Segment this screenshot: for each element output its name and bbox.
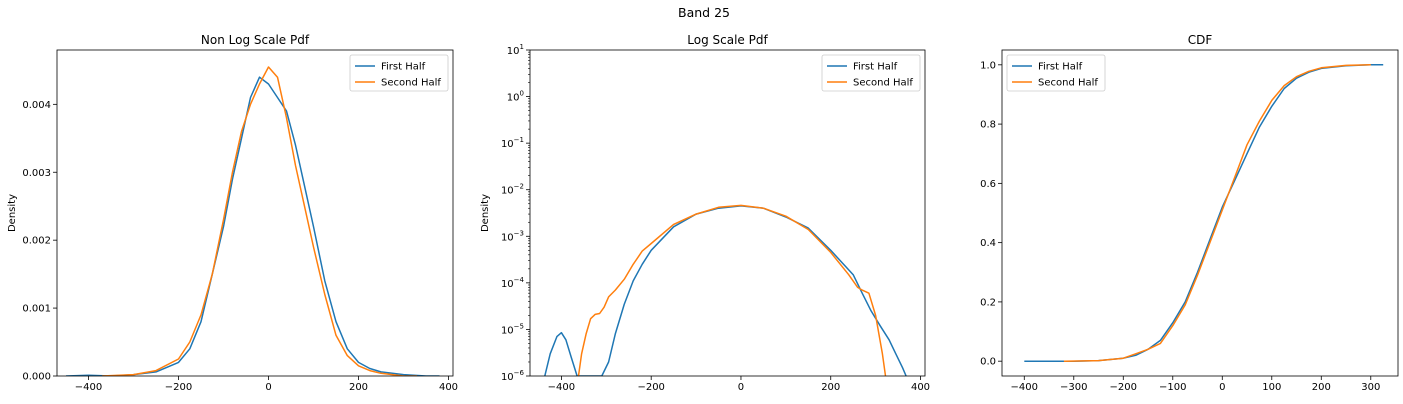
panel-1: −400 −200 0 200 400 0.000 0.001 0.002 0.003 0.004…	[7, 33, 458, 393]
panel-3: −400 −300 −200 −100 0 100 200 300 0.0 0.2 0.4 0.6 0.…	[980, 33, 1399, 393]
x-tick-label: −200	[1110, 382, 1137, 393]
legend-label: First Half	[1038, 62, 1083, 73]
x-tick-label: −400	[1011, 382, 1038, 393]
y-tick-label: 0.001	[22, 304, 51, 315]
x-tick-label: −300	[1060, 382, 1087, 393]
x-tick-label: 0	[738, 382, 744, 393]
y-tick-label: 10−3	[501, 229, 524, 243]
series-line-second-half	[101, 66, 417, 376]
y-tick-label: 10−5	[501, 322, 524, 336]
x-tick-label: 200	[349, 382, 368, 393]
legend-label: Second Half	[381, 78, 441, 89]
axes-frame	[56, 49, 454, 377]
y-tick-label: 10−4	[501, 276, 525, 290]
legend-label: First Half	[381, 62, 426, 73]
x-tick-label: 400	[439, 382, 458, 393]
panel-2: −400 −200 0 200 400 10−6 10−5 10−4 10−3 10−2 10−1 1…	[480, 33, 930, 393]
x-tick-label: 0	[1219, 382, 1225, 393]
y-tick-label: 0.6	[980, 179, 996, 190]
y-tick-label: 0.003	[22, 168, 51, 179]
x-tick-label: 200	[821, 382, 840, 393]
y-tick-label: 10−1	[501, 136, 524, 150]
y-axis-label: Density	[7, 194, 18, 232]
x-tick-label: −400	[548, 382, 575, 393]
x-tick-label: 200	[1312, 382, 1331, 393]
axes-frame	[529, 49, 926, 377]
panel-title: CDF	[1188, 33, 1213, 47]
x-tick-label: −400	[75, 382, 102, 393]
series-line-second-half	[1063, 64, 1371, 362]
y-tick-label: 10−2	[501, 183, 524, 197]
y-tick-label: 0.000	[22, 372, 51, 383]
y-tick-label: 0.2	[980, 297, 996, 308]
x-tick-label: −100	[1159, 382, 1186, 393]
axes-frame	[1001, 49, 1399, 377]
series-line-first-half	[1024, 64, 1384, 362]
series-line-first-half	[544, 205, 907, 376]
series-line-second-half	[577, 204, 887, 376]
x-tick-label: −200	[165, 382, 192, 393]
series-line-first-half	[65, 76, 440, 376]
legend-label: Second Half	[853, 78, 913, 89]
y-axis-label: Density	[480, 194, 491, 232]
x-tick-label: 300	[1361, 382, 1380, 393]
y-tick-label: 101	[507, 43, 524, 57]
y-tick-label: 100	[507, 90, 524, 104]
y-tick-label: 0.0	[980, 357, 996, 368]
y-tick-label: 1.0	[980, 60, 996, 71]
legend: First Half Second Half	[821, 54, 921, 92]
y-tick-label: 0.8	[980, 120, 996, 131]
legend: First Half Second Half	[1006, 54, 1106, 92]
panel-title: Log Scale Pdf	[687, 33, 768, 47]
y-tick-label: 10−6	[501, 369, 525, 383]
legend: First Half Second Half	[349, 54, 449, 92]
y-tick-label: 0.4	[980, 238, 996, 249]
legend-label: Second Half	[1038, 78, 1098, 89]
x-tick-label: 400	[911, 382, 930, 393]
x-tick-label: 100	[1262, 382, 1281, 393]
panel-title: Non Log Scale Pdf	[201, 33, 310, 47]
x-tick-label: 0	[265, 382, 271, 393]
y-tick-label: 0.004	[22, 100, 51, 111]
suptitle: Band 25	[678, 5, 730, 20]
y-tick-label: 0.002	[22, 236, 51, 247]
x-tick-label: −200	[637, 382, 664, 393]
legend-label: First Half	[853, 62, 898, 73]
